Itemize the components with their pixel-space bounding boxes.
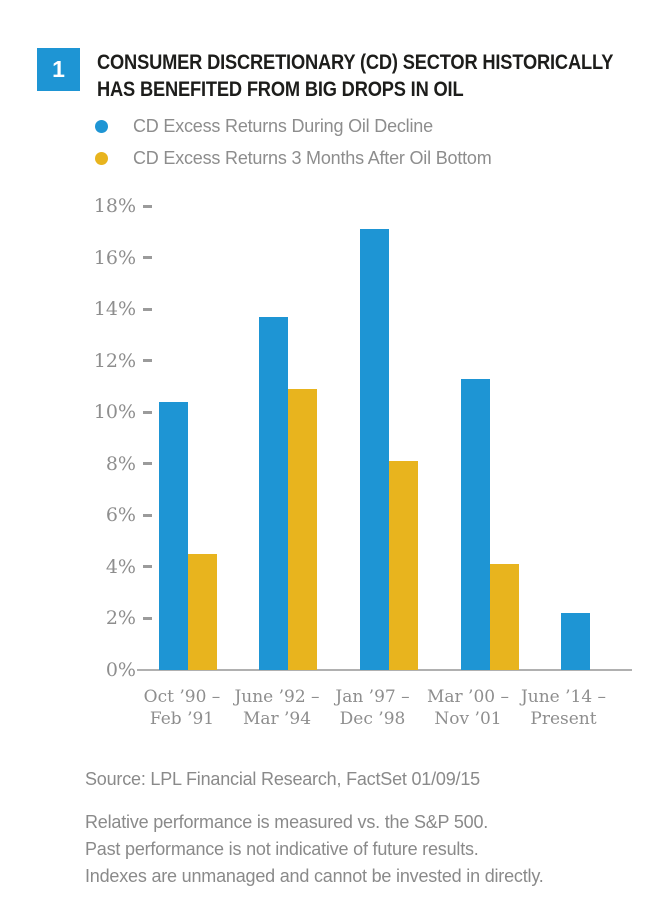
x-axis-label-line: June ’14 – xyxy=(520,687,607,707)
bar xyxy=(187,554,217,670)
bar xyxy=(359,229,389,670)
y-axis-tick xyxy=(143,410,152,414)
bar xyxy=(388,461,418,670)
y-axis-tick xyxy=(143,462,152,466)
y-axis-label: 6% xyxy=(105,504,136,527)
x-axis-label-line: June ’92 – xyxy=(234,687,320,707)
y-axis-label: 18% xyxy=(93,195,136,217)
legend-label: CD Excess Returns During Oil Decline xyxy=(133,115,433,136)
y-axis-tick xyxy=(143,256,152,260)
y-axis-tick xyxy=(143,204,152,208)
figure-title: CONSUMER DISCRETIONARY (CD) SECTOR HISTO… xyxy=(97,49,636,103)
y-axis-tick xyxy=(143,359,152,363)
x-axis-label-line: Nov ’01 xyxy=(434,709,502,729)
disclaimer-line: Relative performance is measured vs. the… xyxy=(85,812,489,832)
bar xyxy=(561,613,590,670)
x-axis-label: June ’92 – Mar ’94 xyxy=(212,686,342,730)
legend-swatch-blue-icon xyxy=(95,119,108,133)
y-axis-tick xyxy=(143,307,152,311)
legend-swatch-yellow-icon xyxy=(95,151,108,165)
x-axis-label-line: Dec ’98 xyxy=(339,709,406,729)
x-axis-label-line: Mar ’94 xyxy=(242,709,312,729)
y-axis-label: 14% xyxy=(93,298,136,321)
disclaimer-text: Relative performance is measured vs. the… xyxy=(85,809,544,890)
y-axis-label: 0% xyxy=(105,659,136,681)
source-text: Source: LPL Financial Research, FactSet … xyxy=(85,769,480,789)
bar xyxy=(489,564,519,670)
bar xyxy=(259,316,288,670)
legend-item: CD Excess Returns 3 Months After Oil Bot… xyxy=(95,142,492,174)
y-axis-label: 2% xyxy=(105,607,136,630)
y-axis-tick xyxy=(143,565,152,569)
x-axis-label: June ’14 – Present xyxy=(499,686,629,730)
bar xyxy=(460,378,490,670)
chart-legend: CD Excess Returns During Oil Decline CD … xyxy=(95,110,492,174)
y-axis-label: 10% xyxy=(93,401,136,424)
bar xyxy=(158,401,188,670)
x-axis-label: Mar ’00 – Nov ’01 xyxy=(403,686,533,730)
bar xyxy=(288,389,317,670)
y-axis-label: 12% xyxy=(93,349,136,372)
x-axis-label-line: Present xyxy=(530,709,597,729)
legend-label: CD Excess Returns 3 Months After Oil Bot… xyxy=(133,147,492,168)
legend-item: CD Excess Returns During Oil Decline xyxy=(95,110,492,142)
y-axis-label: 8% xyxy=(105,452,136,475)
figure-title-line-1: CONSUMER DISCRETIONARY (CD) SECTOR HISTO… xyxy=(97,51,614,74)
figure-number-badge: 1 xyxy=(37,48,80,91)
y-axis-tick xyxy=(143,513,152,517)
disclaimer-line: Indexes are unmanaged and cannot be inve… xyxy=(85,866,544,886)
figure-number: 1 xyxy=(52,56,65,82)
figure-title-line-2: HAS BENEFITED FROM BIG DROPS IN OIL xyxy=(97,78,464,101)
x-axis-line xyxy=(137,669,632,671)
x-axis-label: Jan ’97 – Dec ’98 xyxy=(308,686,438,730)
x-axis-label: Oct ’90 – Feb ’91 xyxy=(117,686,247,730)
x-axis-label-line: Oct ’90 – xyxy=(143,687,221,707)
x-axis-label-line: Feb ’91 xyxy=(149,709,215,729)
x-axis-label-line: Jan ’97 – xyxy=(335,687,410,707)
y-axis-label: 4% xyxy=(105,555,136,578)
y-axis-tick xyxy=(143,616,152,620)
x-axis-label-line: Mar ’00 – xyxy=(426,687,509,707)
y-axis-label: 16% xyxy=(93,246,136,269)
disclaimer-line: Past performance is not indicative of fu… xyxy=(85,839,479,859)
